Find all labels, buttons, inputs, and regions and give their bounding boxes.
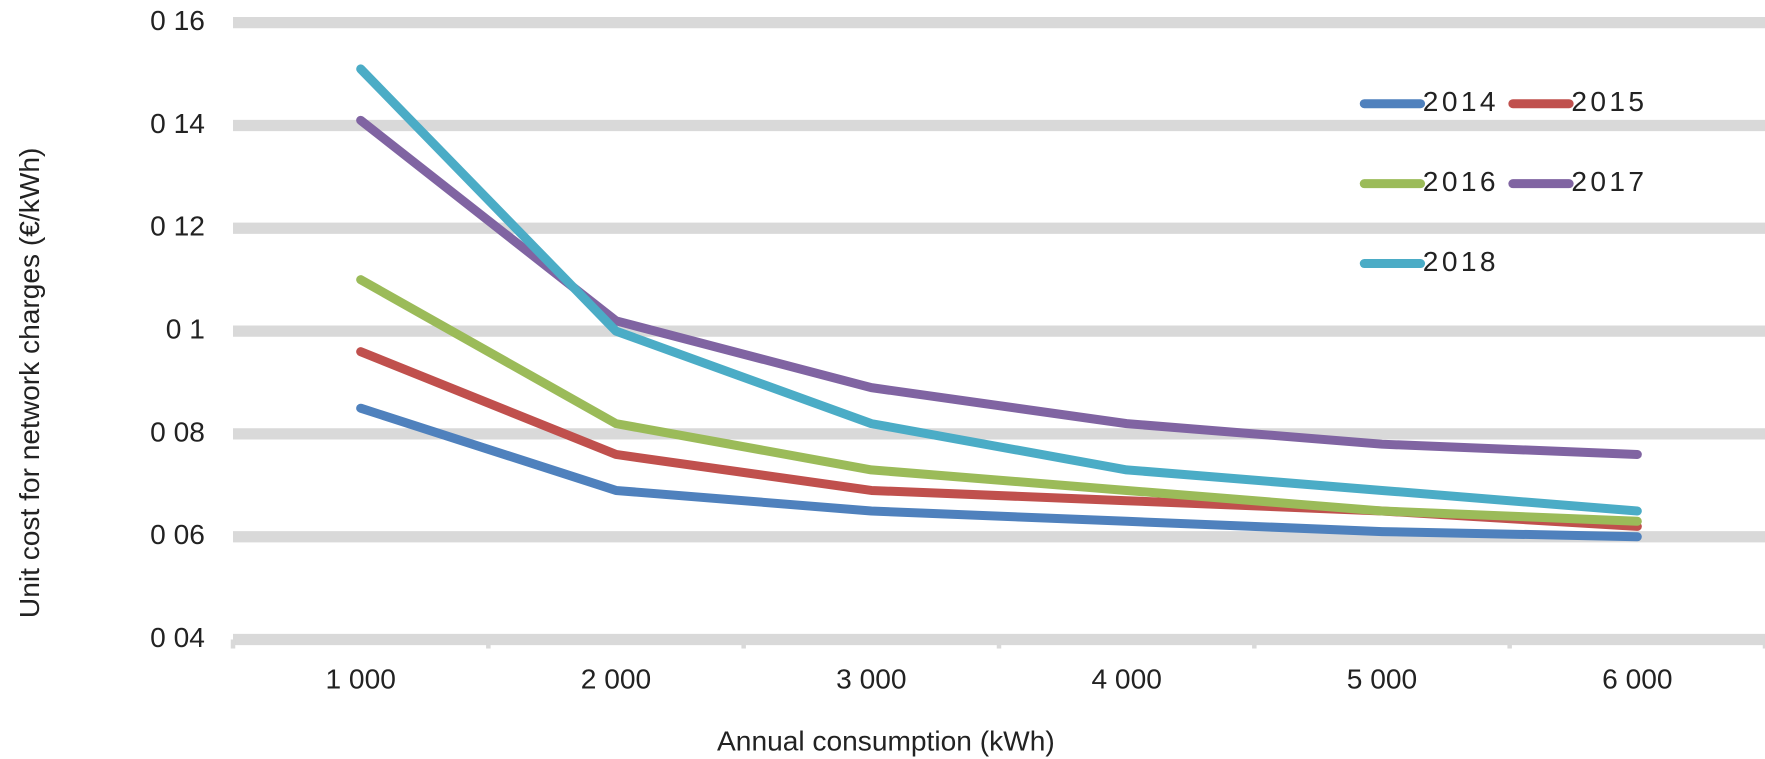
legend-label: 2017 xyxy=(1571,166,1647,197)
y-tick-label: 0 12 xyxy=(150,211,205,242)
y-axis-label: Unit cost for network charges (€/kWh) xyxy=(14,148,45,618)
x-tick-label: 4 000 xyxy=(1091,664,1161,695)
y-tick-label: 0 04 xyxy=(150,622,205,653)
y-tick-label: 0 06 xyxy=(150,519,205,550)
x-tick-label: 5 000 xyxy=(1347,664,1417,695)
legend-label: 2015 xyxy=(1571,86,1647,117)
x-tick-label: 6 000 xyxy=(1602,664,1672,695)
x-axis-label: Annual consumption (kWh) xyxy=(717,726,1055,757)
y-tick-label: 0 14 xyxy=(150,108,205,139)
y-tick-label: 0 16 xyxy=(150,5,205,36)
legend-label: 2014 xyxy=(1423,86,1499,117)
legend-label: 2016 xyxy=(1423,166,1499,197)
y-tick-label: 0 1 xyxy=(166,314,205,345)
line-series xyxy=(356,403,1642,542)
line-series xyxy=(356,64,1642,516)
x-tick-label: 1 000 xyxy=(325,664,395,695)
y-tick-label: 0 08 xyxy=(150,416,205,447)
x-tick-label: 2 000 xyxy=(581,664,651,695)
x-tick-label: 3 000 xyxy=(836,664,906,695)
legend-label: 2018 xyxy=(1423,246,1499,277)
line-series xyxy=(356,275,1642,526)
